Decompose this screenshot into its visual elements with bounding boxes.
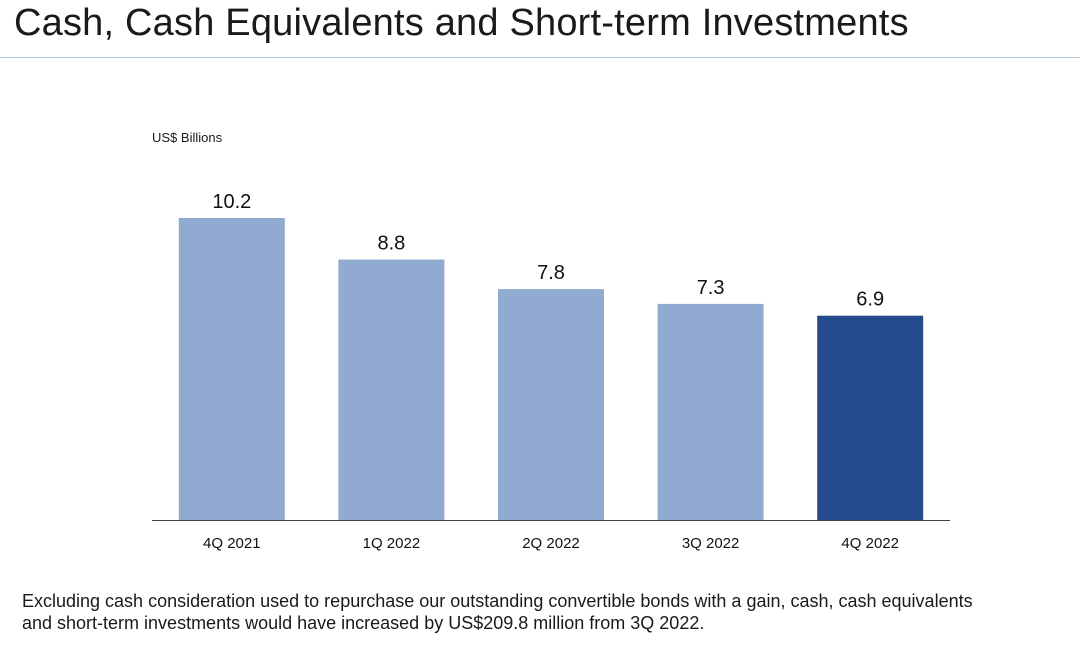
x-tick-label: 2Q 2022 (522, 535, 580, 552)
x-tick-label: 4Q 2022 (841, 535, 899, 552)
bar-1q-2022 (338, 259, 445, 520)
data-label: 7.3 (697, 277, 725, 299)
bar-chart: 10.2 4Q 2021 8.8 1Q 2022 7.8 2Q 2022 7.3 3Q 202… (152, 191, 950, 552)
footnote-line-1: Excluding cash consideration used to rep… (22, 591, 973, 611)
x-tick-label: 1Q 2022 (363, 535, 421, 552)
x-tick-label: 4Q 2021 (203, 535, 261, 552)
bar-3q-2022 (657, 303, 764, 520)
data-label: 10.2 (212, 191, 251, 213)
footnote-line-2: and short-term investments would have in… (22, 613, 705, 633)
data-label: 8.8 (377, 233, 405, 255)
footnote: Excluding cash consideration used to rep… (22, 590, 1080, 634)
data-label: 6.9 (856, 289, 884, 311)
bar-4q-2022 (817, 315, 924, 520)
title-divider (0, 57, 1080, 58)
y-axis-unit-label: US$ Billions (152, 130, 223, 145)
x-tick-label: 3Q 2022 (682, 535, 740, 552)
bar-2q-2022 (498, 289, 604, 520)
page-title: Cash, Cash Equivalents and Short-term In… (14, 2, 909, 44)
data-label: 7.8 (537, 262, 565, 284)
bar-4q-2021 (178, 218, 285, 520)
